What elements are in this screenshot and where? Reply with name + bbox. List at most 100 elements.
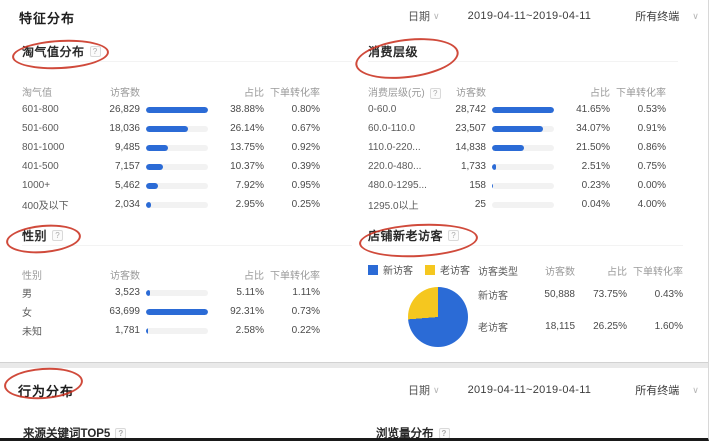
visitors-table-header: 访客类型 访客数 占比 下单转化率	[478, 262, 683, 278]
row-label: 501-600	[22, 123, 59, 134]
new-old-visitors-panel: 店铺新老访客 ? 新访客 老访客 访客类型 访客数 占比 下单转化率	[368, 228, 683, 347]
behavior-filter-bar: 日期 ∨ 2019-04-11~2019-04-11 所有终端 ∨	[408, 382, 699, 398]
row-label: 220.0-480...	[368, 161, 422, 172]
bar-cell	[486, 163, 556, 170]
col-header: 占比	[607, 266, 627, 278]
bar-cell	[486, 201, 556, 208]
help-icon[interactable]: ?	[89, 46, 101, 57]
share-value: 5.11%	[236, 287, 264, 298]
gender-title: 性别	[22, 229, 48, 243]
table-row: 未知 1,781 2.58% 0.22%	[22, 321, 352, 340]
terminal-select[interactable]: 所有终端	[635, 11, 680, 23]
share-value: 0.04%	[581, 199, 610, 210]
share-value: 10.37%	[230, 161, 264, 172]
row-label: 0-60.0	[368, 104, 397, 115]
col-header: 占比	[590, 88, 610, 99]
bar	[146, 144, 168, 151]
col-header: 淘气值	[22, 88, 52, 99]
consumption-title-row: 消费层级	[368, 44, 678, 62]
conversion-value: 0.43%	[654, 288, 683, 300]
conversion-value: 0.53%	[637, 104, 666, 115]
visitor-count: 14,838	[455, 142, 486, 153]
table-row: 480.0-1295... 158 0.23% 0.00%	[368, 176, 678, 195]
row-label: 1295.0以上	[368, 201, 419, 212]
bar	[146, 289, 150, 296]
legend-item-new[interactable]: 新访客	[368, 262, 413, 277]
bar	[492, 125, 543, 132]
help-icon[interactable]: ?	[52, 230, 64, 241]
pageviews-label: 浏览量分布	[376, 428, 434, 440]
conversion-value: 0.75%	[637, 161, 666, 172]
date-filter-label[interactable]: 日期	[408, 11, 430, 23]
visitor-count: 1,733	[460, 161, 486, 172]
row-label: 110.0-220...	[368, 142, 421, 153]
conversion-value: 0.22%	[291, 325, 320, 336]
legend-item-old[interactable]: 老访客	[425, 262, 470, 277]
help-icon[interactable]: ?	[115, 427, 127, 438]
help-icon[interactable]: ?	[448, 230, 460, 241]
share-value: 26.14%	[230, 123, 264, 134]
visitors-title-row: 店铺新老访客 ?	[368, 228, 683, 246]
visitor-count: 18,115	[545, 320, 575, 332]
col-header: 占比	[244, 271, 264, 282]
row-label: 60.0-110.0	[368, 123, 416, 134]
legend-label: 老访客	[440, 266, 470, 277]
row-label: 801-1000	[22, 142, 65, 153]
date-range-picker[interactable]: 2019-04-11~2019-04-11	[467, 384, 592, 396]
bar	[146, 182, 159, 189]
conversion-value: 0.80%	[291, 104, 320, 115]
bar	[492, 144, 525, 151]
table-row: 0-60.0 28,742 41.65% 0.53%	[368, 100, 678, 119]
bar-cell	[140, 182, 210, 189]
gender-panel: 性别 ? 性别 访客数 占比 下单转化率 男 3,523 5.11% 1.11%…	[22, 228, 352, 340]
col-header: 下单转化率	[270, 88, 320, 99]
share-value: 21.50%	[576, 142, 610, 153]
visitors-body: 新访客 老访客 访客类型 访客数 占比 下单转化率 新访客 50,888	[368, 262, 683, 347]
conversion-value: 0.95%	[291, 180, 320, 191]
help-icon[interactable]: ?	[438, 427, 450, 438]
table-row: 老访客 18,115 26.25% 1.60%	[478, 310, 683, 342]
bar	[492, 163, 496, 170]
row-label: 老访客	[478, 322, 508, 334]
bar-cell	[486, 125, 556, 132]
visitor-count: 5,462	[114, 180, 140, 191]
section-title-feature: 特征分布	[19, 11, 76, 26]
bar	[146, 327, 148, 334]
share-value: 2.51%	[581, 161, 610, 172]
taoqi-table-header: 淘气值 访客数 占比 下单转化率	[22, 83, 352, 100]
bar-cell	[486, 106, 556, 113]
legend-swatch-new	[368, 264, 378, 275]
visitor-count: 50,888	[544, 288, 575, 300]
share-value: 26.25%	[593, 320, 627, 332]
visitor-count: 28,742	[455, 104, 486, 115]
table-row: 新访客 50,888 73.75% 0.43%	[478, 278, 683, 310]
gender-title-row: 性别 ?	[22, 228, 352, 246]
col-header: 访客数	[545, 266, 575, 278]
conversion-value: 0.86%	[637, 142, 666, 153]
row-label: 未知	[22, 327, 42, 338]
conversion-value: 0.25%	[291, 199, 320, 210]
share-value: 2.58%	[235, 325, 264, 336]
visitor-count: 23,507	[455, 123, 486, 134]
terminal-select[interactable]: 所有终端	[635, 385, 680, 397]
conversion-value: 1.11%	[292, 287, 320, 298]
help-icon[interactable]: ?	[429, 88, 441, 99]
visitors-pie-chart[interactable]	[408, 287, 468, 347]
col-header: 消费层级(元)?	[368, 84, 441, 99]
table-row: 1000+ 5,462 7.92% 0.95%	[22, 176, 352, 195]
row-label: 401-500	[22, 161, 59, 172]
date-filter-label[interactable]: 日期	[408, 385, 430, 397]
share-value: 38.88%	[230, 104, 264, 115]
consumption-level-panel: 消费层级 消费层级(元)? 访客数 占比 下单转化率 0-60.0 28,742…	[368, 44, 678, 214]
visitor-count: 18,036	[109, 123, 140, 134]
col-header: 性别	[22, 271, 42, 282]
bar-cell	[140, 144, 210, 151]
visitor-count: 3,523	[114, 287, 140, 298]
visitors-title: 店铺新老访客	[368, 229, 444, 243]
date-range-picker[interactable]: 2019-04-11~2019-04-11	[467, 10, 592, 22]
conversion-value: 0.39%	[291, 161, 320, 172]
row-label: 女	[22, 308, 32, 319]
consumption-title: 消费层级	[368, 45, 419, 59]
visitor-count: 7,157	[114, 161, 140, 172]
